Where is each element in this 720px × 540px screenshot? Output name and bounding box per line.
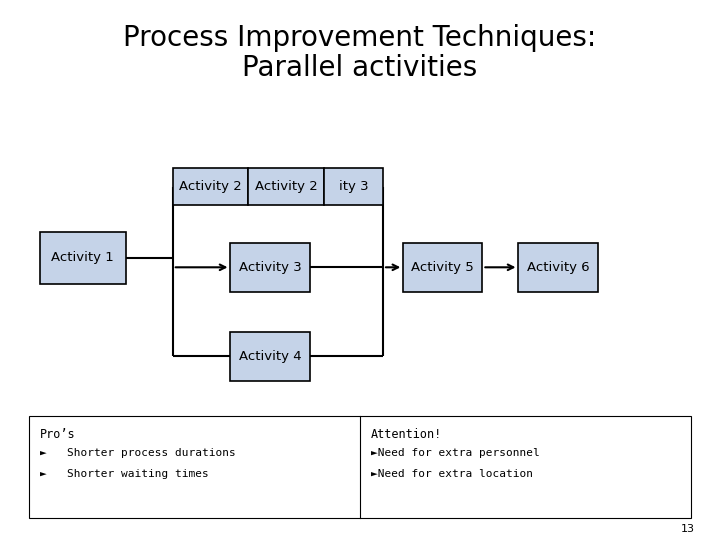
Text: Attention!: Attention!	[371, 428, 442, 441]
Text: ►Need for extra personnel: ►Need for extra personnel	[371, 448, 539, 458]
FancyBboxPatch shape	[29, 416, 691, 518]
FancyBboxPatch shape	[230, 332, 310, 381]
FancyBboxPatch shape	[324, 168, 383, 205]
Text: Activity 6: Activity 6	[527, 261, 589, 274]
Text: ity 3: ity 3	[338, 180, 369, 193]
Text: Activity 2: Activity 2	[255, 180, 318, 193]
Text: Activity 1: Activity 1	[51, 251, 114, 265]
Text: Activity 3: Activity 3	[238, 261, 302, 274]
FancyBboxPatch shape	[230, 243, 310, 292]
Text: 13: 13	[681, 523, 695, 534]
Text: Process Improvement Techniques:: Process Improvement Techniques:	[123, 24, 597, 52]
FancyBboxPatch shape	[173, 168, 248, 205]
Text: Parallel activities: Parallel activities	[243, 53, 477, 82]
FancyBboxPatch shape	[40, 232, 126, 284]
Text: Activity 2: Activity 2	[179, 180, 242, 193]
Text: ►   Shorter waiting times: ► Shorter waiting times	[40, 469, 208, 479]
Text: ►Need for extra location: ►Need for extra location	[371, 469, 533, 479]
Text: Pro’s: Pro’s	[40, 428, 75, 441]
FancyBboxPatch shape	[518, 243, 598, 292]
Text: Activity 5: Activity 5	[411, 261, 474, 274]
FancyBboxPatch shape	[403, 243, 482, 292]
FancyBboxPatch shape	[248, 168, 324, 205]
Text: Activity 4: Activity 4	[239, 350, 301, 363]
Text: ►   Shorter process durations: ► Shorter process durations	[40, 448, 235, 458]
